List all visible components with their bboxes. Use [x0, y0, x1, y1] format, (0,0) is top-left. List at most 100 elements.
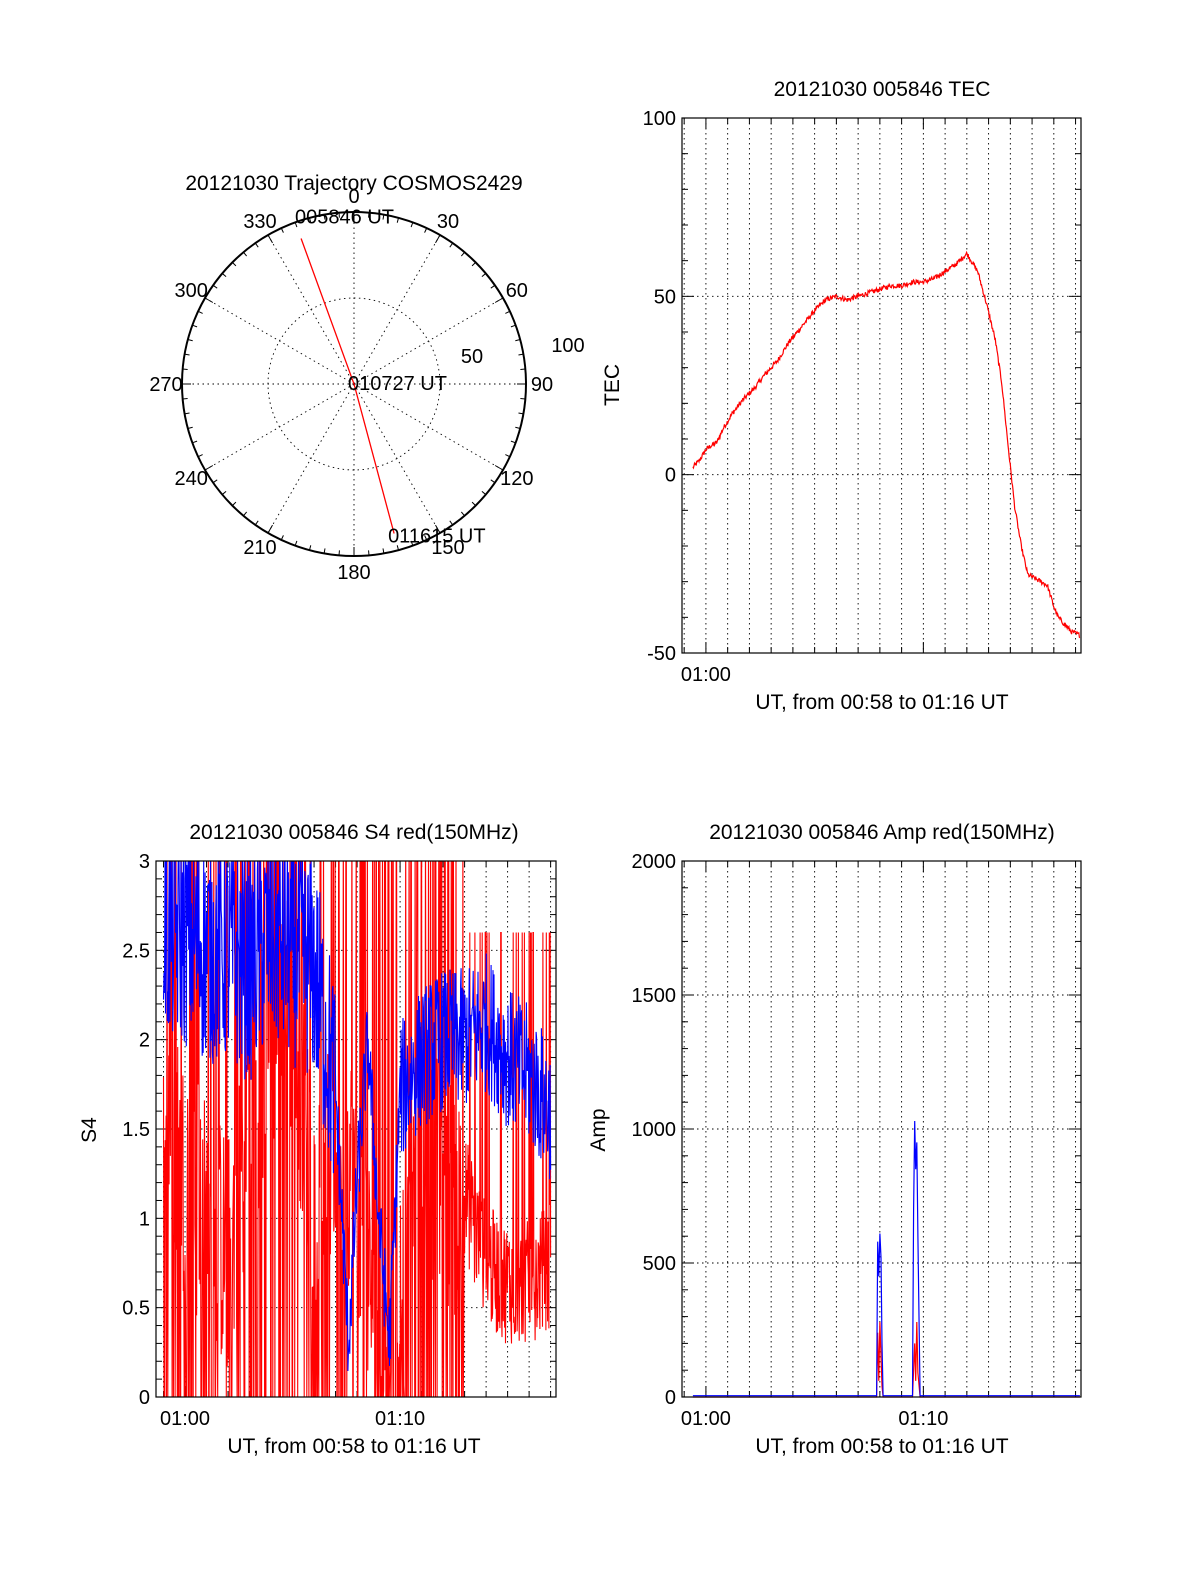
- polar-azimuth-label: 30: [437, 211, 459, 233]
- polar-tick: [510, 440, 516, 444]
- polar-tick: [396, 217, 399, 223]
- polar-tick: [280, 535, 284, 541]
- polar-tick: [435, 524, 441, 534]
- tec-series-0: [692, 250, 1081, 639]
- amp-title: 20121030 005846 Amp red(150MHz): [709, 821, 1055, 844]
- tec-ytick-label: -50: [647, 643, 676, 665]
- polar-tick: [481, 490, 487, 495]
- tec-ytick-label: 50: [654, 286, 676, 308]
- polar-tick: [204, 297, 214, 303]
- polar-tick: [382, 214, 385, 220]
- polar-tick: [280, 227, 284, 233]
- s4-ytick-label: 3: [139, 851, 150, 873]
- trajectory-line: [300, 238, 395, 534]
- polar-azimuth-label: 120: [500, 468, 533, 490]
- polar-grid-spoke: [353, 383, 504, 471]
- polar-tick: [212, 284, 218, 289]
- polar-tick: [187, 426, 193, 429]
- trajectory-annotation: 011615 UT: [388, 526, 485, 548]
- polar-tick: [232, 262, 237, 267]
- polar-tick: [518, 412, 524, 415]
- polar-azimuth-labels: 0 30 60 90 120 150 180 210 240 270 300 330: [149, 186, 553, 584]
- s4-panel: 20121030 005846 S4 red(150MHz) UT, from …: [78, 821, 557, 1458]
- polar-tick: [494, 297, 504, 303]
- polar-tick: [435, 234, 441, 244]
- tec-xtick-label: 01:00: [681, 664, 731, 686]
- s4-plot-frame: [155, 860, 557, 1398]
- amp-series-1: [692, 1120, 1080, 1397]
- trajectory-series: [300, 238, 395, 534]
- polar-tick: [192, 440, 198, 444]
- polar-tick: [187, 339, 193, 342]
- polar-radial-label: 100: [551, 335, 584, 357]
- amp-grid: [682, 861, 1081, 1397]
- polar-tick: [221, 490, 227, 495]
- polar-grid-spoke: [353, 383, 441, 534]
- polar-tick: [243, 511, 248, 517]
- polar-tick: [449, 520, 454, 526]
- polar-tick: [212, 479, 218, 484]
- amp-plot-frame: [681, 860, 1082, 1398]
- polar-grid-spoke: [353, 234, 441, 385]
- polar-tick: [192, 324, 198, 328]
- polar-tick: [515, 339, 521, 342]
- polar-tick: [490, 479, 496, 484]
- tec-grid: [682, 118, 1081, 653]
- polar-tick: [184, 412, 190, 415]
- s4-series-group: [162, 861, 552, 1397]
- polar-tick: [243, 251, 248, 257]
- amp-ytick-label: 0: [665, 1387, 676, 1409]
- tec-ytick-label: 0: [665, 465, 676, 487]
- s4-ytick-label: 2: [139, 1030, 150, 1052]
- trajectory-polar-plot: 20121030 Trajectory COSMOS2429 0 30 60 90 12…: [149, 172, 584, 584]
- amp-xlabel: UT, from 00:58 to 01:16 UT: [755, 1435, 1008, 1458]
- polar-tick: [396, 545, 399, 551]
- polar-tick: [494, 465, 504, 471]
- amp-xtick-label: 01:10: [898, 1408, 948, 1430]
- tec-xlabel: UT, from 00:58 to 01:16 UT: [755, 691, 1008, 714]
- polar-tick: [510, 324, 516, 328]
- polar-tick: [505, 454, 511, 458]
- polar-tick: [294, 540, 298, 546]
- polar-azimuth-label: 210: [243, 537, 276, 559]
- tec-title: 20121030 005846 TEC: [774, 78, 991, 101]
- polar-tick: [267, 524, 273, 534]
- tec-series-group: [692, 250, 1081, 639]
- polar-tick: [197, 310, 203, 314]
- polar-tick: [323, 214, 326, 220]
- polar-tick: [424, 535, 428, 541]
- polar-tick: [481, 273, 487, 278]
- amp-panel: 20121030 005846 Amp red(150MHz) UT, from…: [587, 821, 1082, 1458]
- polar-tick: [449, 242, 454, 248]
- amp-ytick-label: 1000: [632, 1119, 677, 1141]
- polar-tick: [294, 222, 298, 228]
- polar-tick: [410, 222, 414, 228]
- polar-grid-spoke: [267, 234, 355, 385]
- polar-azimuth-label: 180: [337, 562, 370, 584]
- polar-azimuth-label: 270: [149, 374, 182, 396]
- polar-grid-spoke: [267, 383, 355, 534]
- polar-tick: [505, 310, 511, 314]
- amp-ticks: 0 500 1000 1500 2000 01:00 01:10: [632, 851, 1081, 1430]
- s4-ylabel: S4: [78, 1117, 101, 1143]
- trajectory-title: 20121030 Trajectory COSMOS2429: [185, 172, 522, 195]
- polar-tick: [184, 353, 190, 356]
- polar-radial-label: 50: [461, 346, 483, 368]
- polar-tick: [197, 454, 203, 458]
- polar-azimuth-label: 60: [506, 280, 528, 302]
- trajectory-annotation: 010727 UT: [348, 373, 447, 395]
- tec-panel: 20121030 005846 TEC UT, from 00:58 to 01…: [601, 78, 1082, 714]
- polar-tick: [323, 548, 326, 554]
- s4-ytick-label: 1: [139, 1208, 150, 1230]
- amp-ytick-label: 500: [643, 1253, 676, 1275]
- polar-grid: [181, 211, 527, 557]
- polar-tick: [471, 501, 476, 506]
- amp-ylabel: Amp: [587, 1108, 610, 1151]
- s4-xtick-label: 01:10: [375, 1408, 425, 1430]
- polar-azimuth-label: 330: [243, 211, 276, 233]
- s4-title: 20121030 005846 S4 red(150MHz): [189, 821, 518, 844]
- polar-tick: [254, 242, 259, 248]
- tec-ytick-label: 100: [643, 108, 676, 130]
